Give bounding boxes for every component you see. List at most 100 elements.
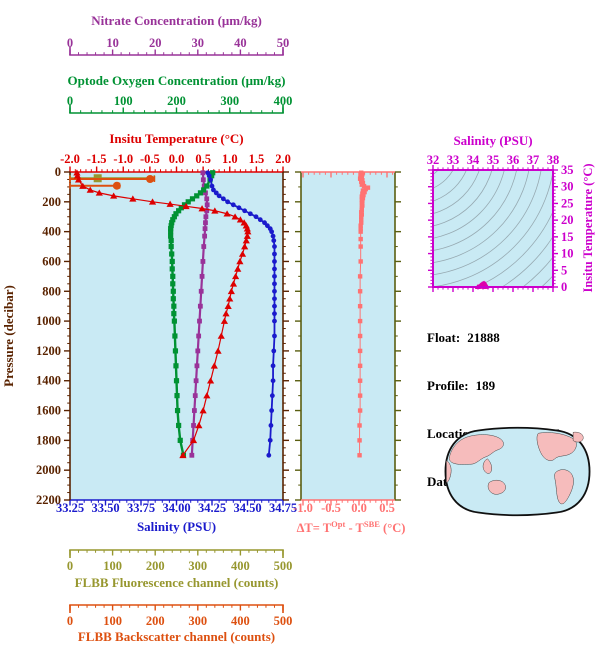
tick-label: 37 <box>527 153 540 167</box>
tick-label: 20 <box>149 36 162 50</box>
salinity-series <box>205 170 277 458</box>
tick-label: 25 <box>561 196 574 210</box>
tick-label: 35 <box>561 163 574 177</box>
tick-label: 1.5 <box>249 152 265 166</box>
tick-label: 300 <box>188 559 207 573</box>
axis-title: Nitrate Concentration (μm/kg) <box>91 13 262 28</box>
tick-label: 2000 <box>36 463 61 477</box>
tick-label: 33 <box>447 153 460 167</box>
tick-label: 400 <box>274 94 293 108</box>
float-info-row: Profile: 189 <box>427 378 597 394</box>
tick-label: 34.25 <box>198 501 226 515</box>
tick-label: 0 <box>67 559 73 573</box>
tick-label: 10 <box>561 247 574 261</box>
tick-label: 0 <box>55 165 61 179</box>
float-info-value: 189 <box>475 378 496 393</box>
fluorescence-axis: 0 100 200 300 400 500 FLBB Fluorescence channe… <box>67 549 293 590</box>
tick-label: 35 <box>487 153 500 167</box>
tick-label: -1.0 <box>293 501 313 515</box>
tick-label: 1000 <box>36 314 61 328</box>
float-info-row: Float: 21888 <box>427 330 597 346</box>
tick-label: -0.5 <box>140 152 160 166</box>
tick-label: 34.00 <box>162 501 190 515</box>
tick-label: 34 <box>467 153 480 167</box>
tick-label: -2.0 <box>60 152 80 166</box>
tick-label: 33.75 <box>127 501 155 515</box>
nitrate-axis: 0 10 20 30 40 50 Nitrate Concentration (μm/kg) <box>67 13 290 56</box>
ts-x-title: Salinity (PSU) <box>453 133 532 148</box>
pressure-axis: 0 200 400 600 800 1000 1200 1400 1600 1800 2000 220… <box>1 165 71 507</box>
ts-diagram: 32 33 34 35 36 37 38 Salinity (PSU) 0 5 10 15 20 25 30… <box>427 133 595 294</box>
delta-t-right-frame <box>394 171 401 501</box>
tick-label: 30 <box>561 180 574 194</box>
tick-label: 200 <box>146 614 165 628</box>
tick-label: 2.0 <box>275 152 291 166</box>
tick-label: 400 <box>42 225 61 239</box>
ts-panel-background <box>433 170 553 287</box>
map-landmasses <box>446 431 584 505</box>
tick-label: 400 <box>231 614 250 628</box>
tick-label: 0.5 <box>379 501 395 515</box>
tick-label: 200 <box>167 94 186 108</box>
tick-label: 1.0 <box>222 152 238 166</box>
tick-label: 50 <box>277 36 290 50</box>
tick-label: 0 <box>561 280 567 294</box>
tick-label: 1200 <box>36 344 61 358</box>
tick-label: 1400 <box>36 374 61 388</box>
tick-label: 33.25 <box>56 501 84 515</box>
tick-label: 0.0 <box>169 152 185 166</box>
tick-label: 32 <box>427 153 440 167</box>
tick-label: 10 <box>106 36 119 50</box>
main-plot-right-frame <box>282 171 289 501</box>
tick-label: 0.5 <box>195 152 211 166</box>
tick-label: -1.0 <box>113 152 133 166</box>
tick-label: -1.5 <box>87 152 107 166</box>
tick-label: 1800 <box>36 433 61 447</box>
delta-t-series <box>357 170 371 458</box>
tick-label: 38 <box>547 153 560 167</box>
delta-t-left-frame <box>295 171 302 501</box>
tick-label: 2200 <box>36 493 61 507</box>
tick-label: 200 <box>42 195 61 209</box>
axis-title: Optode Oxygen Concentration (μm/kg) <box>68 73 286 88</box>
delta-t-x-axis: -1.0 -0.5 0.0 0.5 <box>293 171 395 515</box>
tick-label: 33.50 <box>91 501 119 515</box>
tick-label: 0 <box>67 36 73 50</box>
tick-label: 500 <box>274 559 293 573</box>
tick-label: 500 <box>274 614 293 628</box>
axis-title: Insitu Temperature (°C) <box>109 131 243 146</box>
axis-title: Salinity (PSU) <box>137 519 216 534</box>
delta-t-axis-label: ΔT= TOpt - TSBE (°C) <box>296 519 406 536</box>
nitrate-series <box>189 170 210 458</box>
tick-label: 34.50 <box>233 501 261 515</box>
tick-label: 5 <box>561 263 567 277</box>
tick-label: -0.5 <box>321 501 341 515</box>
tick-label: 20 <box>561 213 574 227</box>
float-info-label: Float: <box>427 330 461 345</box>
tick-label: 600 <box>42 254 61 268</box>
temperature-axis: -2.0 -1.5 -1.0 -0.5 0.0 0.5 1.0 1.5 2.0 Insitu Te… <box>60 131 291 173</box>
pressure-axis-title: Pressure (decibar) <box>1 285 16 387</box>
oxygen-series <box>168 170 216 458</box>
salinity-axis: 33.25 33.50 33.75 34.00 34.25 34.50 34.75 Salin… <box>56 499 297 534</box>
float-info-label: Profile: <box>427 378 469 393</box>
tick-label: 0 <box>67 614 73 628</box>
tick-label: 100 <box>114 94 133 108</box>
float-info-value: 21888 <box>467 330 500 345</box>
tick-label: 300 <box>220 94 239 108</box>
tick-label: 400 <box>231 559 250 573</box>
temperature-series <box>73 169 252 459</box>
tick-label: 0 <box>67 94 73 108</box>
tick-label: 34.75 <box>269 501 297 515</box>
tick-label: 1600 <box>36 404 61 418</box>
delta-t-panel-background <box>301 172 395 500</box>
tick-label: 40 <box>234 36 247 50</box>
tick-label: 15 <box>561 230 574 244</box>
tick-label: 30 <box>192 36 205 50</box>
tick-label: 300 <box>188 614 207 628</box>
ts-y-title: Insitu Temperature (°C) <box>581 163 595 292</box>
tick-label: 200 <box>146 559 165 573</box>
tick-label: 800 <box>42 284 61 298</box>
